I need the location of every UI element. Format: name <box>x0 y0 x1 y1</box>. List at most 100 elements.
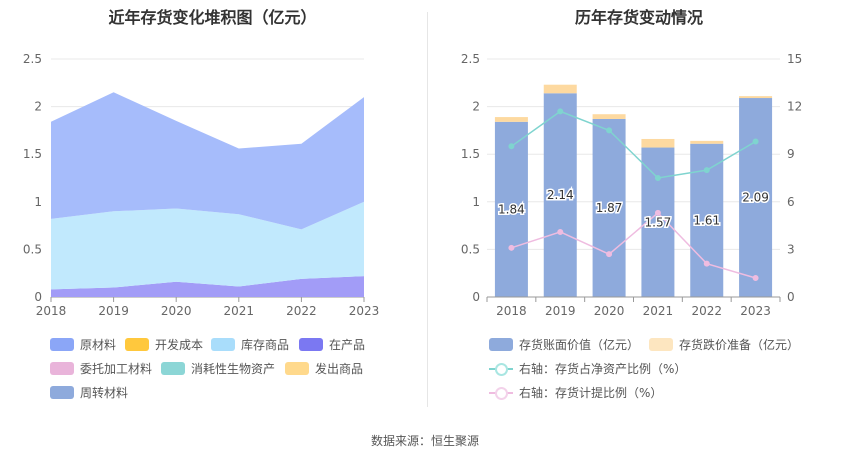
y2-tick-label: 12 <box>787 100 802 114</box>
legend-line-marker <box>489 362 513 376</box>
inventory-bar-line-chart: 0 0.5 1 1.5 2 2.5 0 3 6 9 12 15 2018 2019 2020 2021 2022… <box>461 52 802 318</box>
x-tick-label: 2020 <box>161 304 192 318</box>
legend-item-impairment-provision[interactable]: 存货跌价准备（亿元） <box>649 336 799 353</box>
line-point <box>606 251 613 258</box>
bar-provision <box>592 114 626 119</box>
legend-label: 存货账面价值（亿元） <box>519 338 640 352</box>
data-source-note: 数据来源：恒生聚源 <box>370 434 479 448</box>
line-point <box>752 138 759 145</box>
x-tick-label: 2023 <box>740 304 771 318</box>
legend-swatch <box>125 338 149 351</box>
legend-swatch <box>50 386 74 399</box>
legend-label: 库存商品 <box>241 338 290 352</box>
x-tick-label: 2022 <box>286 304 317 318</box>
legend-label: 消耗性生物资产 <box>191 362 276 376</box>
legend-swatch <box>211 338 235 351</box>
legend-swatch <box>649 338 673 351</box>
y-tick-label: 0.5 <box>23 242 42 256</box>
line-point <box>703 260 710 267</box>
bar-value-label: 1.84 <box>498 202 525 216</box>
line-point <box>557 228 564 235</box>
y-tick-label: 1.5 <box>461 147 480 161</box>
bar-book-value <box>592 118 626 297</box>
legend-label: 委托加工材料 <box>80 362 153 376</box>
legend-swatch <box>489 338 513 351</box>
legend-item-development-cost[interactable]: 开发成本 <box>125 336 203 353</box>
x-tick-label: 2018 <box>496 304 527 318</box>
area-series <box>51 201 364 290</box>
y-tick-label: 0 <box>34 290 42 304</box>
line-point <box>508 244 515 251</box>
legend-item-book-value[interactable]: 存货账面价值（亿元） <box>489 336 639 353</box>
legend-label: 右轴：存货占净资产比例（%） <box>519 362 687 376</box>
line-point <box>654 175 661 181</box>
bar-value-label: 1.57 <box>645 215 672 229</box>
legend-line-marker <box>489 386 513 400</box>
legend-swatch <box>50 362 74 375</box>
y-tick-label: 0 <box>472 290 480 304</box>
legend-item-consigned-processing[interactable]: 委托加工材料 <box>50 360 152 377</box>
legend-label: 存货跌价准备（亿元） <box>679 338 800 352</box>
legend-item-work-in-progress[interactable]: 在产品 <box>299 336 365 353</box>
bar-book-value <box>543 93 577 297</box>
line-point <box>703 167 710 174</box>
y2-tick-label: 9 <box>787 147 795 161</box>
line-point <box>508 143 515 150</box>
legend-swatch <box>285 362 309 375</box>
x-tick-label: 2023 <box>349 304 380 318</box>
y-tick-label: 2.5 <box>23 52 42 66</box>
bar-value-label: 1.87 <box>596 201 623 215</box>
x-tick-label: 2020 <box>594 304 625 318</box>
legend-item-finished-goods[interactable]: 库存商品 <box>211 336 289 353</box>
bar-value-label: 2.14 <box>547 188 574 202</box>
y2-tick-label: 15 <box>787 52 802 66</box>
bar-value-label: 2.09 <box>742 191 769 205</box>
area-series <box>51 276 364 297</box>
legend-item-raw-materials[interactable]: 原材料 <box>50 336 116 353</box>
x-tick-label: 2021 <box>224 304 255 318</box>
legend-label: 右轴：存货计提比例（%） <box>519 386 663 400</box>
legend-label: 发出商品 <box>315 362 364 376</box>
y-tick-label: 0.5 <box>461 242 480 256</box>
x-tick-label: 2021 <box>643 304 674 318</box>
left-chart-title: 近年存货变化堆积图（亿元） <box>108 8 317 27</box>
line-series <box>510 110 756 179</box>
y2-tick-label: 6 <box>787 195 795 209</box>
y-tick-label: 2 <box>34 100 42 114</box>
legend-item-goods-shipped[interactable]: 发出商品 <box>285 360 363 377</box>
y-tick-label: 1 <box>472 195 480 209</box>
stacked-area-chart: 0 0.5 1 1.5 2 2.5 2018 2019 2020 2021 2022 2023 <box>23 52 379 318</box>
legend-item-provision-ratio[interactable]: 右轴：存货计提比例（%） <box>489 384 662 401</box>
bar-provision <box>690 140 724 144</box>
y2-tick-label: 3 <box>787 242 795 256</box>
y-tick-label: 1 <box>34 195 42 209</box>
area-series <box>51 92 364 230</box>
y2-tick-label: 0 <box>787 290 795 304</box>
legend-swatch <box>299 338 323 351</box>
legend-label: 在产品 <box>329 338 366 352</box>
bar-provision <box>494 117 528 122</box>
legend-swatch <box>50 338 74 351</box>
y-tick-label: 2 <box>472 100 480 114</box>
legend-item-net-asset-ratio[interactable]: 右轴：存货占净资产比例（%） <box>489 360 686 377</box>
bar-provision <box>641 138 675 148</box>
legend-label: 开发成本 <box>155 338 204 352</box>
line-point <box>752 274 759 281</box>
line-series <box>511 211 756 279</box>
bar-book-value <box>739 98 773 297</box>
y-tick-label: 2.5 <box>461 52 480 66</box>
x-tick-label: 2019 <box>545 304 576 318</box>
legend-item-turnover-materials[interactable]: 周转材料 <box>50 384 128 401</box>
bar-value-label: 1.61 <box>693 213 720 227</box>
legend-item-biological-assets[interactable]: 消耗性生物资产 <box>161 360 275 377</box>
y-tick-label: 1.5 <box>23 147 42 161</box>
x-tick-label: 2019 <box>98 304 129 318</box>
line-point <box>557 108 564 115</box>
x-tick-label: 2018 <box>36 304 67 318</box>
x-tick-label: 2022 <box>691 304 722 318</box>
right-chart-title: 历年存货变动情况 <box>574 8 703 27</box>
bar-book-value <box>494 121 528 297</box>
bar-provision <box>543 84 577 94</box>
legend-label: 原材料 <box>80 338 117 352</box>
